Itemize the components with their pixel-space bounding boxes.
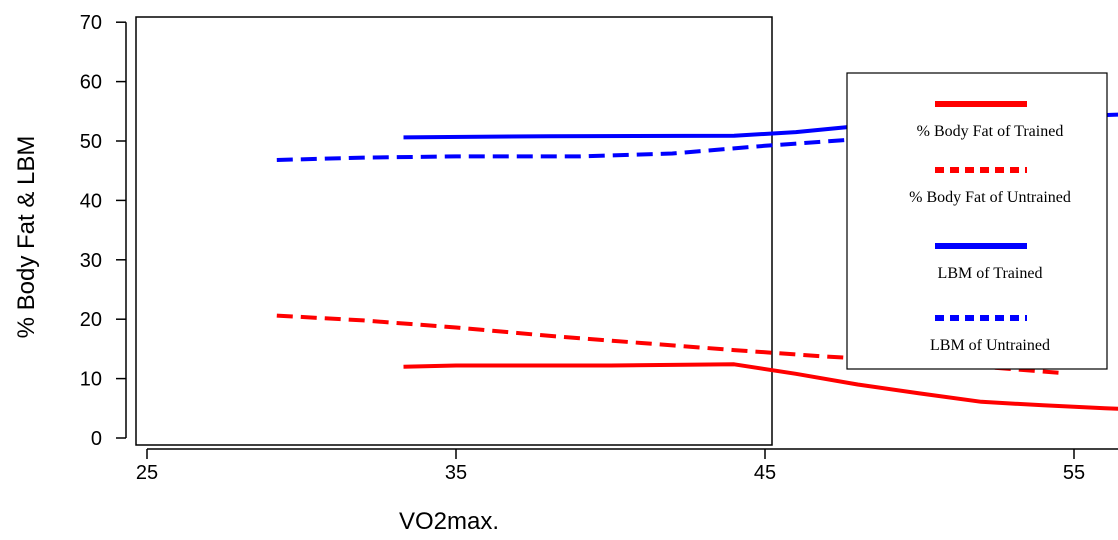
plot-frame — [135, 16, 773, 446]
y-tick-label: 30 — [80, 250, 102, 272]
y-tick-label: 70 — [80, 12, 102, 34]
legend-label-3: LBM of Trained — [938, 265, 1043, 282]
series-line-1 — [403, 362, 1118, 411]
series-line-4 — [276, 133, 1059, 162]
x-axis: 2535455565 — [136, 448, 1118, 484]
legend-items: % Body Fat of Trained % Body Fat of Untra… — [909, 101, 1071, 354]
x-tick-label: 25 — [136, 462, 158, 484]
legend: % Body Fat of Trained % Body Fat of Untra… — [846, 72, 1108, 370]
y-tick-label: 10 — [80, 369, 102, 391]
plot-area — [135, 16, 773, 446]
y-axis-label: % Body Fat & LBM — [13, 136, 40, 339]
legend-label-1: % Body Fat of Trained — [917, 123, 1064, 140]
y-axis: 0 10 20 30 40 50 60 70 — [80, 12, 127, 450]
x-tick-label: 55 — [1063, 462, 1085, 484]
y-tick-label: 20 — [80, 309, 102, 331]
y-tick-label: 40 — [80, 190, 102, 212]
y-tick-label: 50 — [80, 131, 102, 153]
x-axis-label: VO2max. — [399, 508, 499, 535]
x-tick-label: 35 — [445, 462, 467, 484]
y-tick-label: 0 — [91, 428, 102, 450]
legend-label-4: LBM of Untrained — [930, 337, 1050, 354]
x-tick-label: 45 — [754, 462, 776, 484]
legend-box — [846, 72, 1108, 370]
legend-label-2: % Body Fat of Untrained — [909, 189, 1071, 206]
y-tick-label: 60 — [80, 72, 102, 94]
